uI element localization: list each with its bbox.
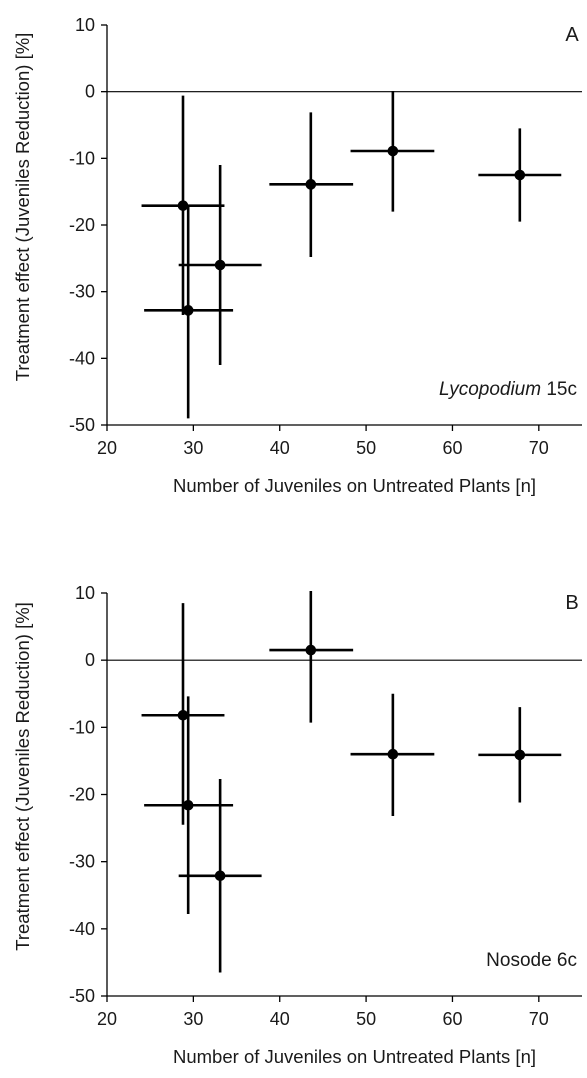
panel-a-y-axis-label: Treatment effect (Juveniles Reduction) [… [12, 33, 33, 382]
panel-a-letter: A [565, 24, 579, 46]
panel-b-annotation-rest: Nosode 6c [486, 950, 577, 971]
panel-a-annotation-rest: 15c [541, 379, 577, 400]
panel-a-x-axis-label: Number of Juveniles on Untreated Plants … [173, 475, 536, 496]
panel-b-annotation: Nosode 6c [486, 950, 577, 971]
panel-b-y-tick-label: -30 [69, 852, 95, 872]
panel-a-y-tick-label: -40 [69, 348, 95, 368]
panel-a-data-point-4 [305, 179, 317, 190]
panel-b-data-point-3 [214, 870, 226, 882]
panel-b-data-point-5 [387, 748, 399, 760]
panel-a-annotation: Lycopodium 15c [439, 379, 577, 400]
panel-b-data-point-2 [182, 799, 194, 811]
panel-a-y-tick-label: 10 [75, 15, 95, 35]
panel-a-data-point-6 [514, 169, 526, 181]
panel-a-y-tick-label: -10 [69, 148, 95, 168]
panel-a-x-tick-label: 20 [97, 438, 117, 458]
panel-a-y-tick-label: -50 [69, 415, 95, 435]
panel-a-x-tick-label: 40 [270, 438, 290, 458]
panel-b-y-tick-label: -20 [69, 785, 95, 805]
panel-a-y-tick-label: -30 [69, 282, 95, 302]
panel-a-x-tick-label: 50 [356, 438, 376, 458]
panel-b-x-tick-label: 50 [356, 1009, 376, 1029]
panel-b-letter: B [565, 592, 578, 614]
panel-b-y-tick-label: 10 [75, 583, 95, 603]
panel-b-x-tick-label: 60 [442, 1009, 462, 1029]
panel-b-y-axis-label: Treatment effect (Juveniles Reduction) [… [12, 602, 33, 951]
panel-b-y-tick-label: -10 [69, 717, 95, 737]
panel-a-x-tick-label: 30 [183, 438, 203, 458]
panel-b-x-tick-label: 70 [529, 1009, 549, 1029]
panel-b-y-tick-label: -50 [69, 986, 95, 1006]
panel-b-x-axis-label: Number of Juveniles on Untreated Plants … [173, 1046, 536, 1067]
panel-b-data-point-4 [305, 644, 317, 656]
panel-b-y-tick-label: 0 [85, 650, 95, 670]
panel-a-y-tick-label: 0 [85, 82, 95, 102]
panel-a-y-tick-label: -20 [69, 215, 95, 235]
panel-a-data-point-1 [177, 200, 189, 211]
panel-b-y-tick-label: -40 [69, 919, 95, 939]
panel-a-data-point-2 [182, 305, 194, 316]
panel-a-x-tick-label: 60 [442, 438, 462, 458]
panel-a-annotation-italic: Lycopodium [439, 379, 541, 400]
panel-b-x-tick-label: 40 [270, 1009, 290, 1029]
panel-b-data-point-1 [177, 709, 189, 721]
panel-b-x-tick-label: 30 [183, 1009, 203, 1029]
panel-b-x-tick-label: 20 [97, 1009, 117, 1029]
panel-b-data-point-6 [514, 749, 526, 761]
panel-a-data-point-3 [214, 259, 226, 271]
panel-a-x-tick-label: 70 [529, 438, 549, 458]
panel-a-data-point-5 [387, 145, 399, 157]
